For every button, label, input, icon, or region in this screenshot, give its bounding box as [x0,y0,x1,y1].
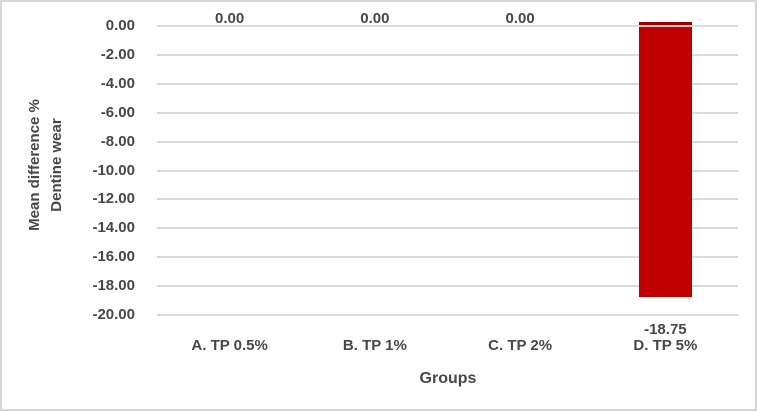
gridline [157,314,738,316]
y-axis-title: Mean difference % Dentine wear [23,15,69,315]
gridline [157,140,738,143]
y-tick-label: -18.00 [92,277,135,295]
data-label: 0.00 [215,10,245,27]
gridline [157,169,738,172]
y-tick-label: 0.00 [105,17,135,34]
y-tick-label: -6.00 [100,103,135,121]
y-tick-label: -16.00 [92,248,135,266]
data-label: 0.00 [505,10,535,27]
gridline [157,256,738,259]
category-label: D. TP 5% [633,337,698,354]
gridline [157,198,738,201]
category-label: A. TP 0.5% [191,337,268,354]
y-tick-label: -4.00 [100,74,135,92]
y-tick-label: -10.00 [92,161,135,179]
data-label: -18.75 [644,320,687,338]
bar [638,22,692,297]
y-tick-label: -8.00 [100,132,135,150]
y-tick-label: -2.00 [100,45,135,63]
gridline [157,227,738,230]
data-label: 0.00 [360,10,390,27]
y-tick-label: -14.00 [92,219,135,237]
category-label: C. TP 2% [488,337,553,354]
gridline [157,285,738,288]
gridline [157,111,738,114]
y-tick-label: -20.00 [92,306,135,323]
gridline [157,53,738,56]
y-axis-title-line2: Dentine wear [48,118,65,212]
y-tick-label: -12.00 [92,190,135,208]
category-label: B. TP 1% [342,337,407,354]
x-axis-title: Groups [419,370,477,387]
zero-axis-line [157,25,738,27]
y-axis-title-line1: Mean difference % [26,99,43,231]
gridline [157,82,738,85]
